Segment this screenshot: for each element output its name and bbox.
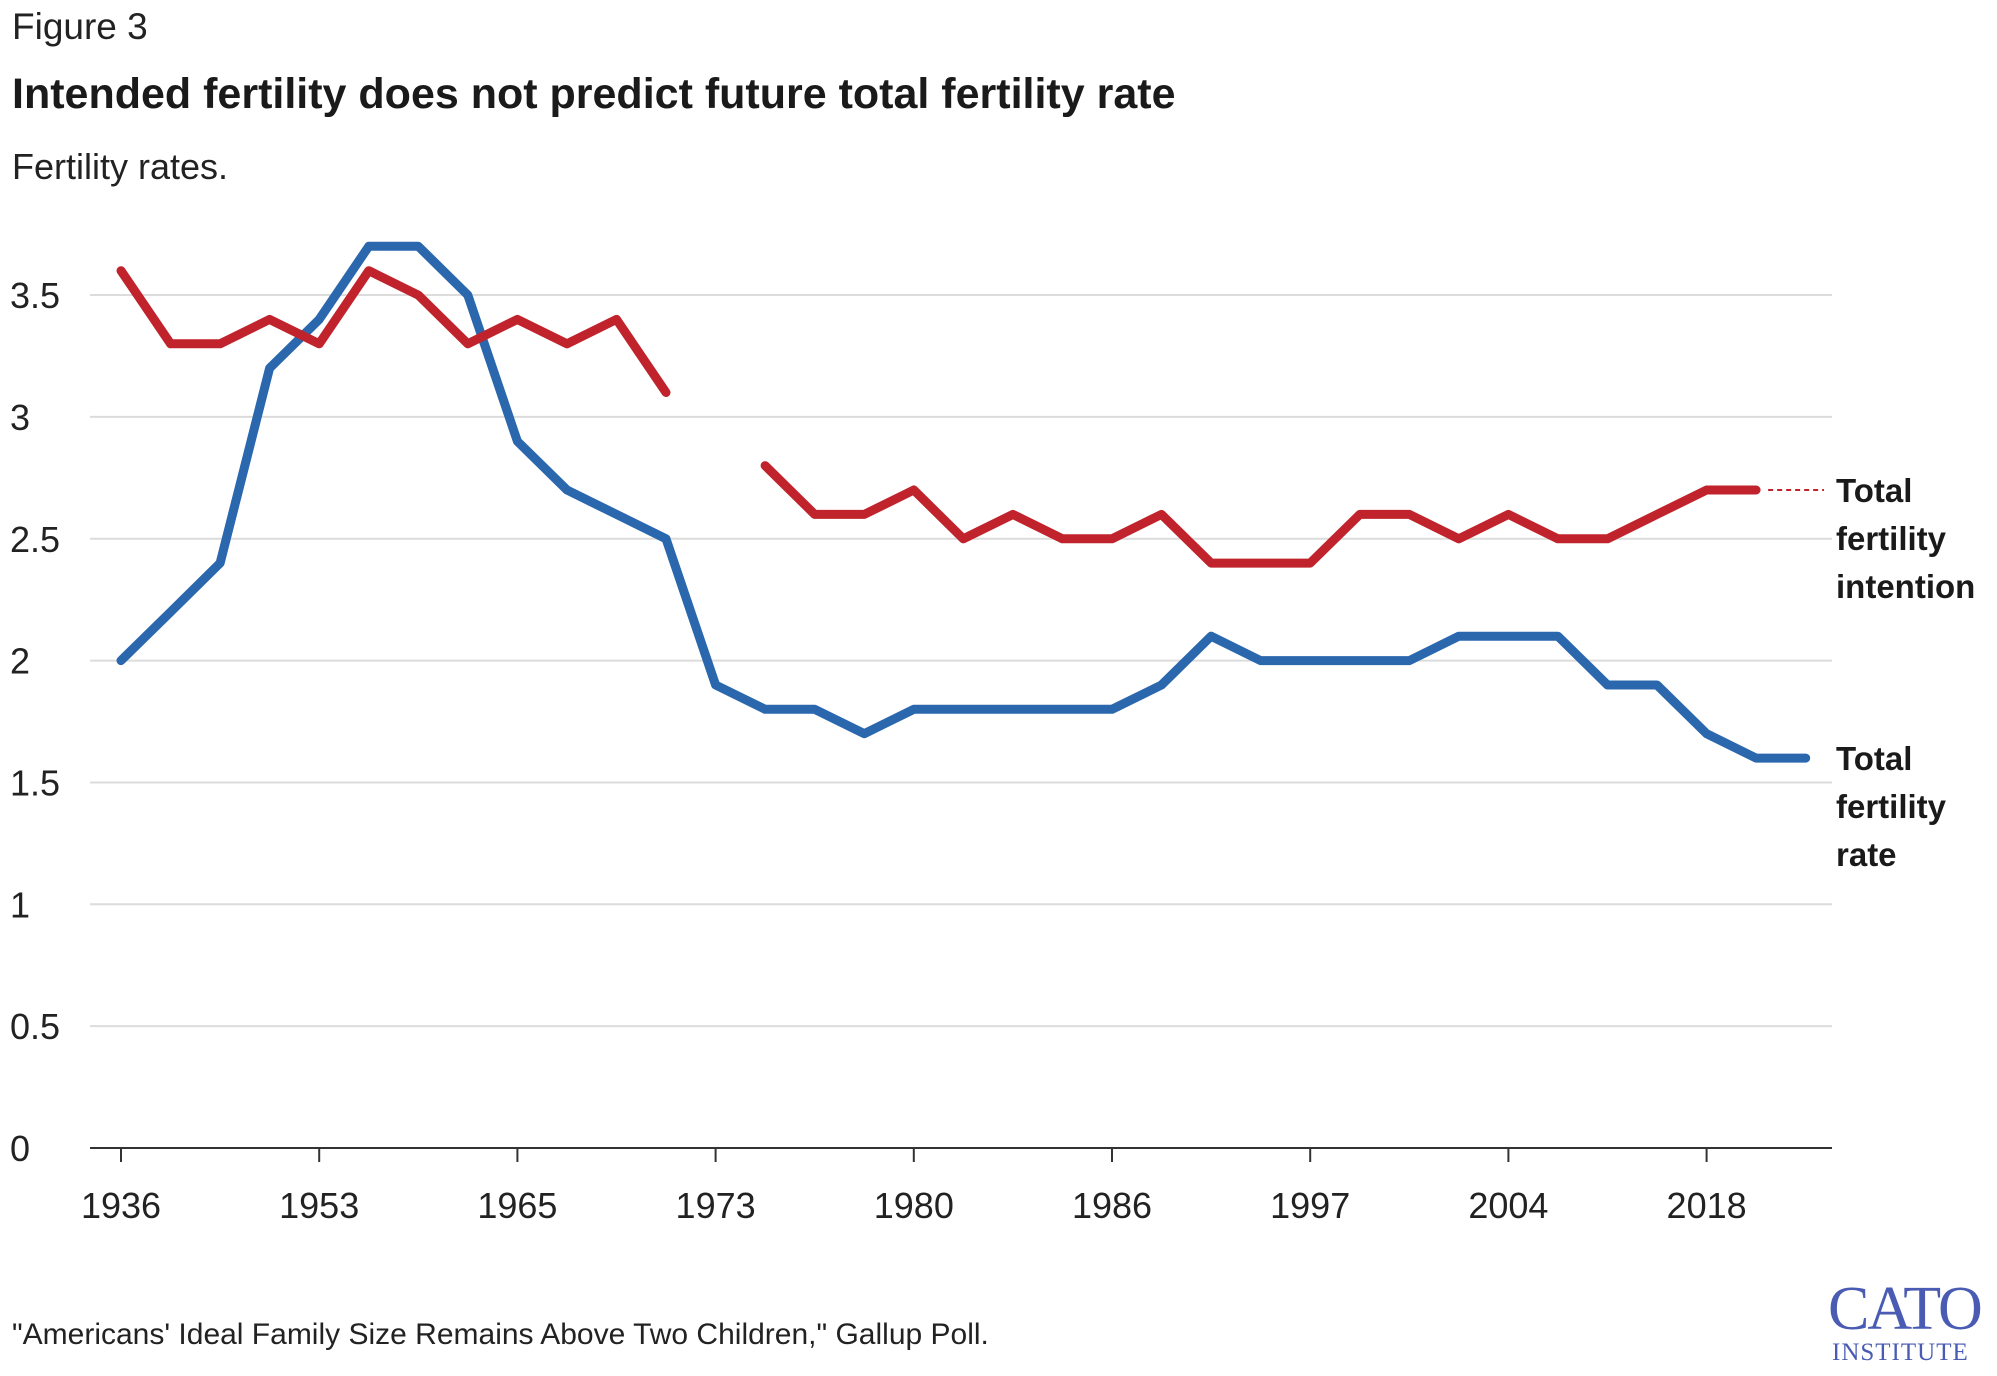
x-tick-label: 1936 <box>81 1185 161 1226</box>
y-tick-label: 0 <box>10 1128 30 1169</box>
y-tick-label: 1.5 <box>10 762 60 803</box>
figure-label: Figure 3 <box>12 6 148 47</box>
chart-title: Intended fertility does not predict futu… <box>12 70 1176 118</box>
series-label-rate: rate <box>1836 836 1897 873</box>
x-tick-label: 1980 <box>874 1185 954 1226</box>
series-label-intention: intention <box>1836 568 1975 605</box>
x-tick-label: 1986 <box>1072 1185 1152 1226</box>
cato-logo: CATO INSTITUTE <box>1822 1278 1992 1372</box>
series-label-intention: fertility <box>1836 520 1947 557</box>
logo-sub-text: INSTITUTE <box>1832 1339 1969 1366</box>
y-tick-label: 0.5 <box>10 1006 60 1047</box>
x-tick-label: 1997 <box>1270 1185 1350 1226</box>
y-tick-label: 3.5 <box>10 275 60 316</box>
series-label-rate: fertility <box>1836 788 1947 825</box>
y-tick-label: 2 <box>10 641 30 682</box>
x-tick-label: 1965 <box>477 1185 557 1226</box>
series-label-rate: Total <box>1836 740 1912 777</box>
y-tick-label: 2.5 <box>10 519 60 560</box>
x-tick-label: 2018 <box>1667 1185 1747 1226</box>
series-label-intention: Total <box>1836 472 1912 509</box>
source-note: "Americans' Ideal Family Size Remains Ab… <box>12 1318 989 1351</box>
x-tick-label: 2004 <box>1468 1185 1548 1226</box>
chart-subtitle: Fertility rates. <box>12 146 229 187</box>
x-tick-label: 1973 <box>676 1185 756 1226</box>
series-line-total-fertility-rate <box>116 241 1811 763</box>
x-tick-label: 1953 <box>279 1185 359 1226</box>
y-tick-label: 3 <box>10 397 30 438</box>
logo-main-text: CATO <box>1828 1275 1983 1343</box>
series-line-total-fertility-intention <box>116 266 671 397</box>
series-line-total-fertility-intention <box>760 461 1761 568</box>
y-tick-label: 1 <box>10 884 30 925</box>
